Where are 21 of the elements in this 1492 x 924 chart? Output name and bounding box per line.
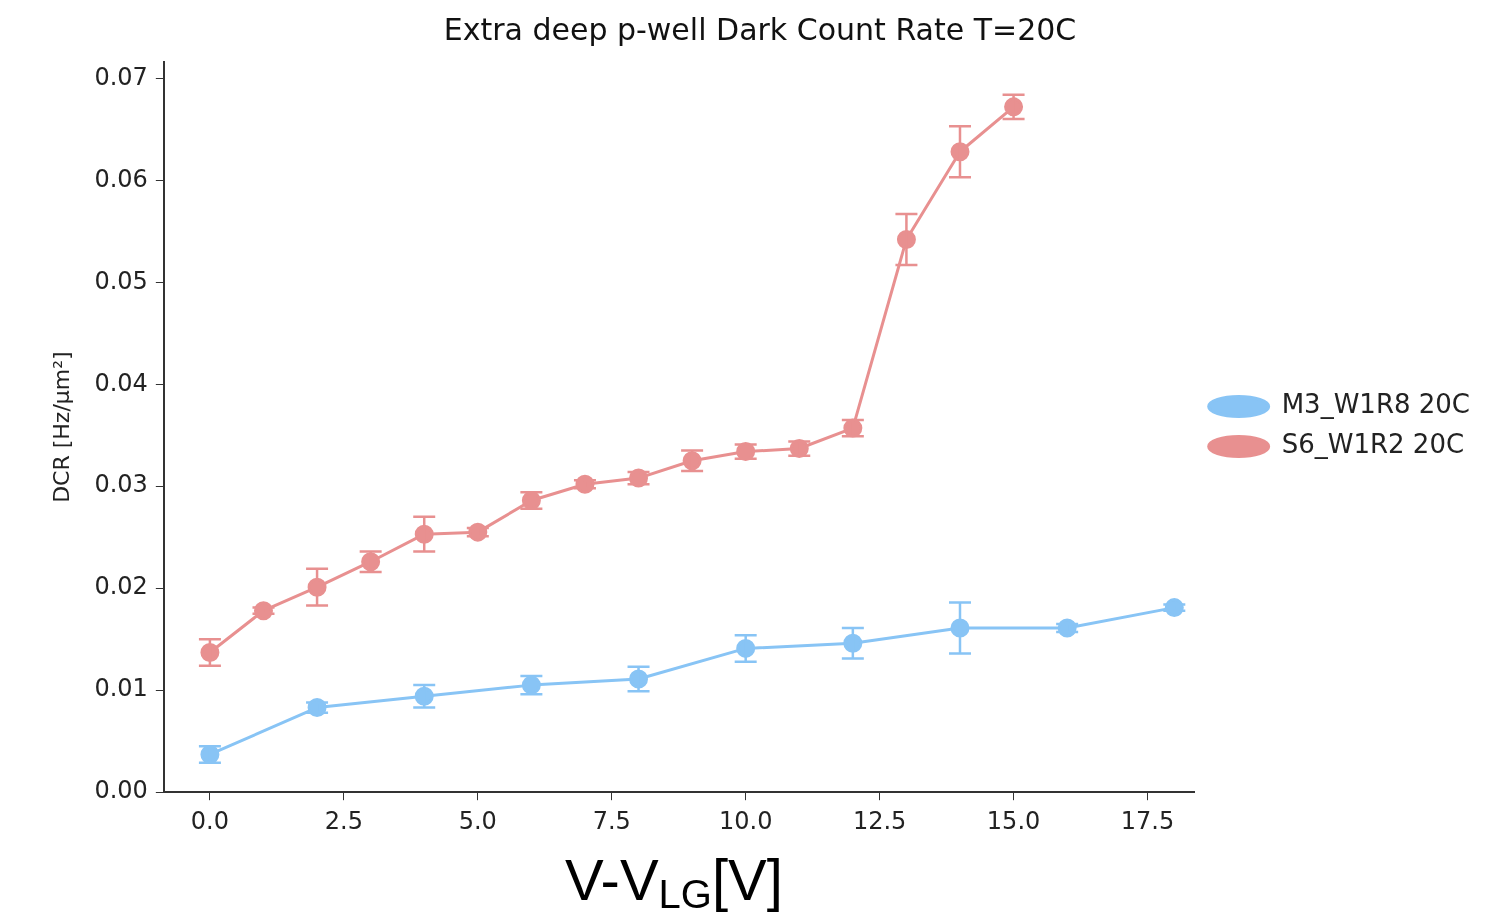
y-axis-title: DCR [Hz/µm²] [48,351,74,503]
x-axis-title: V-V$_{LG}$[V] [564,847,784,918]
y-tick-label: 0.07 [94,62,148,91]
y-tick-label: 0.00 [94,776,148,805]
legend-label: S6_W1R2 20C [1281,429,1465,460]
y-tick-label: 0.04 [94,368,148,397]
y-tick-label: 0.05 [94,266,148,295]
x-tick-label: 5.0 [458,806,497,835]
y-tick-label: 0.06 [94,164,148,193]
x-tick-label: 2.5 [324,806,363,835]
x-tick-label: 10.0 [718,806,773,835]
x-tick-label: 15.0 [986,806,1041,835]
x-tick-label: 17.5 [1120,806,1175,835]
y-tick-label: 0.01 [94,674,148,703]
x-tick-label: 7.5 [592,806,631,835]
x-tick-label: 0.0 [190,806,229,835]
legend-label: M3_W1R8 20C [1281,389,1471,420]
x-tick-label: 12.5 [852,806,907,835]
y-tick-label: 0.03 [94,470,148,499]
y-tick-label: 0.02 [94,572,148,601]
chart-title: Extra deep p-well Dark Count Rate T=20C [443,11,1077,47]
